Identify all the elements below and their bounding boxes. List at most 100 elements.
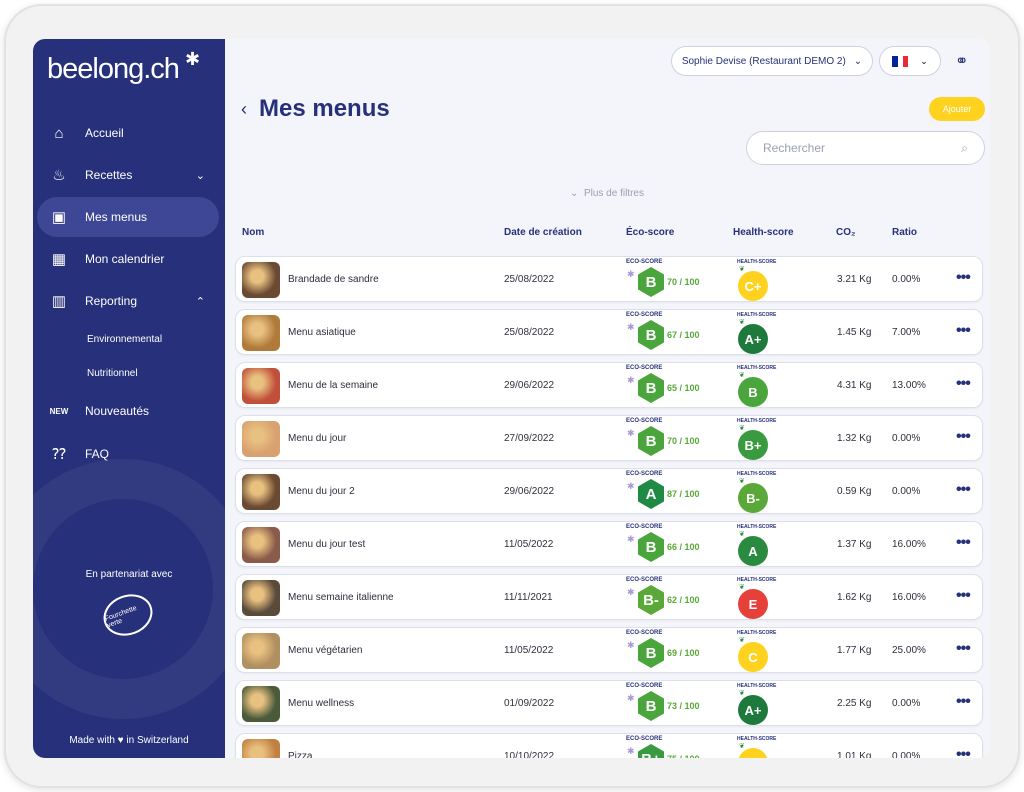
more-filters-label: Plus de filtres: [583, 188, 644, 199]
flag-stripe: [892, 55, 898, 67]
bee-icon: ✱: [185, 49, 201, 69]
menu-name[interactable]: Menu du jour: [288, 433, 347, 444]
sidebar-item-reporting[interactable]: ▥ Reporting ⌃: [37, 281, 219, 321]
health-score-badge: B-: [738, 483, 768, 513]
more-options-icon[interactable]: •••: [956, 746, 971, 758]
back-arrow-icon[interactable]: ‹: [241, 99, 247, 119]
sidebar-subitem-nutritionnel[interactable]: Nutritionnel: [87, 368, 138, 379]
creation-date: 01/09/2022: [504, 698, 555, 709]
user-account-dropdown[interactable]: Sophie Devise (Restaurant DEMO 2) ⌄: [671, 46, 873, 76]
more-options-icon[interactable]: •••: [956, 375, 971, 392]
main-content: Sophie Devise (Restaurant DEMO 2) ⌄ ⌄ ⚭ …: [225, 39, 990, 758]
sidebar-item-mon-calendrier[interactable]: ▦ Mon calendrier: [37, 239, 219, 279]
leaf-icon: ❦: [739, 531, 745, 538]
search-icon: ⌕: [961, 140, 968, 155]
more-options-icon[interactable]: •••: [956, 640, 971, 657]
menu-name[interactable]: Menu wellness: [288, 698, 355, 709]
page-title: Mes menus: [259, 95, 390, 122]
menu-thumbnail: [242, 474, 280, 510]
more-options-icon[interactable]: •••: [956, 428, 971, 445]
health-score-badge: C-: [738, 748, 768, 758]
co2-value: 1.77 Kg: [837, 645, 872, 656]
co2-value: 1.32 Kg: [837, 433, 872, 444]
table-row[interactable]: Brandade de sandre 25/08/2022 ECO-SCORE ✱ B 7…: [235, 256, 983, 302]
search-input[interactable]: Rechercher ⌕: [746, 131, 985, 165]
book-icon: ▣: [51, 209, 67, 226]
sidebar-item-accueil[interactable]: ⌂ Accueil: [37, 113, 219, 153]
language-dropdown[interactable]: ⌄: [879, 46, 941, 76]
user-name: Sophie Devise (Restaurant DEMO 2): [681, 55, 846, 67]
add-button[interactable]: Ajouter: [929, 97, 985, 121]
link-icon[interactable]: ⚭: [955, 53, 969, 70]
sidebar-item-recettes[interactable]: ♨ Recettes ⌄: [37, 155, 219, 195]
more-options-icon[interactable]: •••: [956, 269, 971, 286]
health-score-badge: B+: [738, 430, 768, 460]
eco-score-label: ECO-SCORE: [626, 365, 663, 371]
eco-score-label: ECO-SCORE: [626, 683, 663, 689]
leaf-icon: ❦: [739, 372, 745, 379]
menu-thumbnail: [242, 633, 280, 669]
leaf-icon: ❦: [739, 584, 745, 591]
eco-score-value: 67 / 100: [667, 330, 700, 340]
creation-date: 25/08/2022: [504, 327, 555, 338]
eco-score-value: 66 / 100: [667, 542, 700, 552]
menu-name[interactable]: Menu semaine italienne: [288, 592, 394, 603]
eco-score-label: ECO-SCORE: [626, 471, 663, 477]
column-header-eco-score[interactable]: Éco-score: [626, 227, 675, 238]
menu-name[interactable]: Menu végétarien: [288, 645, 363, 656]
column-header-health-score[interactable]: Health-score: [733, 227, 794, 238]
table-row[interactable]: Menu de la semaine 29/06/2022 ECO-SCORE ✱ B 6…: [235, 362, 983, 408]
eco-score-value: 87 / 100: [667, 489, 700, 499]
menu-name[interactable]: Menu du jour 2: [288, 486, 355, 497]
sidebar-item-label: Mon calendrier: [85, 252, 165, 266]
sidebar-subitem-environnemental[interactable]: Environnemental: [87, 334, 163, 345]
sidebar-item-label: Mes menus: [85, 210, 148, 224]
ratio-value: 0.00%: [892, 751, 921, 758]
health-score-label: HEALTH-SCORE: [737, 312, 777, 318]
table-row[interactable]: Menu wellness 01/09/2022 ECO-SCORE ✱ B 73 / 1…: [235, 680, 983, 726]
logo[interactable]: beelong.ch: [47, 53, 180, 85]
chart-icon: ▥: [51, 293, 67, 310]
menu-thumbnail: [242, 368, 280, 404]
more-filters-toggle[interactable]: ⌄ Plus de filtres: [570, 188, 644, 199]
co2-value: 4.31 Kg: [837, 380, 872, 391]
more-options-icon[interactable]: •••: [956, 693, 971, 710]
ratio-value: 0.00%: [892, 698, 921, 709]
menu-name[interactable]: Menu de la semaine: [288, 380, 379, 391]
menu-name[interactable]: Brandade de sandre: [288, 274, 379, 285]
menu-name[interactable]: Menu du jour test: [288, 539, 366, 550]
menu-name[interactable]: Menu asiatique: [288, 327, 356, 338]
sidebar-item-faq[interactable]: ⁇ FAQ: [37, 434, 219, 474]
table-row[interactable]: Menu asiatique 25/08/2022 ECO-SCORE ✱ B 67 / …: [235, 309, 983, 355]
more-options-icon[interactable]: •••: [956, 534, 971, 551]
table-row[interactable]: Menu végétarien 11/05/2022 ECO-SCORE ✱ B 69 /…: [235, 627, 983, 673]
more-options-icon[interactable]: •••: [956, 322, 971, 339]
co2-value: 2.25 Kg: [837, 698, 872, 709]
leaf-icon: ❦: [739, 319, 745, 326]
sidebar-item-mes-menus[interactable]: ▣ Mes menus: [37, 197, 219, 237]
creation-date: 10/10/2022: [504, 751, 555, 758]
table-row[interactable]: Menu du jour test 11/05/2022 ECO-SCORE ✱ B 66…: [235, 521, 983, 567]
creation-date: 29/06/2022: [504, 380, 555, 391]
more-options-icon[interactable]: •••: [956, 587, 971, 604]
menu-name[interactable]: Pizza: [288, 751, 313, 758]
bee-icon: ✱: [627, 587, 635, 597]
eco-score-label: ECO-SCORE: [626, 736, 663, 742]
chevron-down-icon: ⌄: [195, 169, 205, 182]
more-options-icon[interactable]: •••: [956, 481, 971, 498]
ratio-value: 16.00%: [892, 592, 926, 603]
table-row[interactable]: Menu du jour 27/09/2022 ECO-SCORE ✱ B 70 / 10…: [235, 415, 983, 461]
health-score-label: HEALTH-SCORE: [737, 365, 777, 371]
table-row[interactable]: Menu du jour 2 29/06/2022 ECO-SCORE ✱ A 87 / …: [235, 468, 983, 514]
creation-date: 11/11/2021: [504, 592, 553, 603]
column-header-name[interactable]: Nom: [242, 227, 265, 238]
creation-date: 29/06/2022: [504, 486, 555, 497]
sidebar-item-nouveautés[interactable]: NEW Nouveautés: [37, 391, 219, 431]
column-header-co2[interactable]: CO₂: [836, 227, 856, 238]
column-header-date[interactable]: Date de création: [504, 227, 582, 238]
column-header-ratio[interactable]: Ratio: [892, 227, 917, 238]
sidebar-item-label: Reporting: [85, 294, 138, 308]
table-row[interactable]: Pizza 10/10/2022 ECO-SCORE ✱B+75 / 100 HEALT…: [235, 733, 983, 758]
table-row[interactable]: Menu semaine italienne 11/11/2021 ECO-SCOR…: [235, 574, 983, 620]
bee-icon: ✱: [627, 428, 635, 438]
